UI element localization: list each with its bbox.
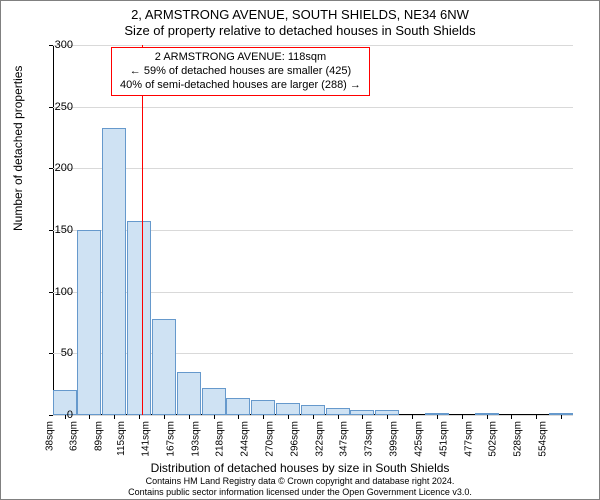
x-tick-mark — [487, 415, 488, 419]
x-tick-mark — [263, 415, 264, 419]
x-tick-label: 477sqm — [463, 421, 474, 457]
reference-line — [142, 45, 143, 415]
histogram-bar — [102, 128, 126, 415]
x-tick-mark — [362, 415, 363, 419]
annotation-line-3: 40% of semi-detached houses are larger (… — [120, 79, 361, 93]
y-tick-label: 250 — [33, 101, 73, 113]
histogram-bar — [326, 408, 350, 415]
histogram-bar — [301, 405, 325, 415]
x-tick-mark — [164, 415, 165, 419]
x-tick-mark — [511, 415, 512, 419]
x-tick-mark — [462, 415, 463, 419]
y-tick-label: 0 — [33, 409, 73, 421]
x-tick-label: 373sqm — [364, 421, 375, 457]
x-tick-label: 502sqm — [487, 421, 498, 457]
x-tick-label: 38sqm — [45, 421, 56, 451]
footer-line-1: Contains HM Land Registry data © Crown c… — [1, 476, 599, 486]
x-tick-label: 89sqm — [94, 421, 105, 451]
y-axis-label: Number of detached properties — [11, 66, 25, 231]
x-axis-label: Distribution of detached houses by size … — [1, 461, 599, 475]
x-tick-mark — [338, 415, 339, 419]
y-tick-label: 150 — [33, 224, 73, 236]
gridline — [53, 107, 573, 108]
x-tick-mark — [561, 415, 562, 419]
x-tick-mark — [536, 415, 537, 419]
x-tick-label: 528sqm — [512, 421, 523, 457]
y-tick-label: 50 — [33, 347, 73, 359]
histogram-bar — [177, 372, 201, 415]
x-tick-mark — [238, 415, 239, 419]
x-tick-mark — [89, 415, 90, 419]
annotation-line-1: 2 ARMSTRONG AVENUE: 118sqm — [120, 51, 361, 65]
x-tick-label: 244sqm — [240, 421, 251, 457]
x-tick-mark — [437, 415, 438, 419]
x-tick-label: 141sqm — [141, 421, 152, 457]
x-tick-label: 451sqm — [438, 421, 449, 457]
x-tick-label: 167sqm — [166, 421, 177, 457]
x-tick-label: 554sqm — [537, 421, 548, 457]
chart-container: 2, ARMSTRONG AVENUE, SOUTH SHIELDS, NE34… — [0, 0, 600, 500]
y-tick-label: 200 — [33, 162, 73, 174]
x-tick-label: 425sqm — [413, 421, 424, 457]
chart-title-main: 2, ARMSTRONG AVENUE, SOUTH SHIELDS, NE34… — [1, 1, 599, 22]
x-tick-label: 322sqm — [315, 421, 326, 457]
x-tick-label: 115sqm — [116, 421, 127, 456]
gridline — [53, 168, 573, 169]
histogram-bar — [276, 403, 300, 415]
annotation-line-2: ← 59% of detached houses are smaller (42… — [120, 65, 361, 79]
chart-title-sub: Size of property relative to detached ho… — [1, 22, 599, 38]
histogram-bar — [202, 388, 226, 415]
histogram-bar — [77, 230, 101, 415]
gridline — [53, 45, 573, 46]
x-tick-label: 218sqm — [215, 421, 226, 457]
x-tick-label: 399sqm — [389, 421, 400, 457]
x-tick-label: 296sqm — [290, 421, 301, 457]
histogram-bar — [127, 221, 151, 415]
x-tick-mark — [189, 415, 190, 419]
x-tick-mark — [387, 415, 388, 419]
histogram-bar — [251, 400, 275, 415]
x-tick-mark — [288, 415, 289, 419]
plot-area: 38sqm63sqm89sqm115sqm141sqm167sqm193sqm2… — [53, 45, 573, 415]
x-tick-mark — [412, 415, 413, 419]
histogram-bar — [226, 398, 250, 415]
x-tick-label: 270sqm — [265, 421, 276, 457]
x-tick-mark — [214, 415, 215, 419]
x-tick-label: 193sqm — [191, 421, 202, 457]
x-tick-mark — [313, 415, 314, 419]
x-tick-label: 63sqm — [69, 421, 80, 451]
footer: Contains HM Land Registry data © Crown c… — [1, 476, 599, 497]
x-tick-mark — [114, 415, 115, 419]
y-tick-label: 300 — [33, 39, 73, 51]
y-tick-label: 100 — [33, 286, 73, 298]
annotation-box: 2 ARMSTRONG AVENUE: 118sqm ← 59% of deta… — [111, 47, 370, 96]
x-tick-label: 347sqm — [339, 421, 350, 457]
footer-line-2: Contains public sector information licen… — [1, 487, 599, 497]
x-tick-mark — [139, 415, 140, 419]
histogram-bar — [152, 319, 176, 415]
